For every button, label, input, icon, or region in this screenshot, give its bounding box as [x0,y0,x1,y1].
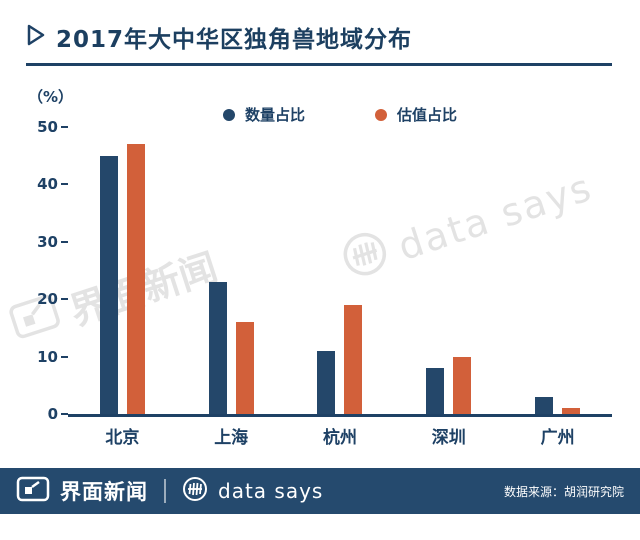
watermark-data-says: data says [336,159,599,291]
title-underline [26,63,612,66]
y-tick-mark [61,298,68,301]
category-label-广州: 广州 [540,428,575,448]
category-label-北京: 北京 [105,428,140,448]
footer-brand-jiemian: 界面新闻 [60,480,148,504]
y-tick-label: 50 [37,118,58,136]
plot-area: 50 40 30 20 10 0 北京 上海 杭州 深圳 广州 [37,118,612,448]
jiemian-logo-icon [16,476,50,506]
y-tick-mark [61,126,68,128]
legend-dot-quantity [222,108,235,121]
bar-数量占比-北京 [99,155,118,414]
y-tick-mark [61,183,68,186]
y-tick-mark [61,355,68,358]
footer-brand-data-says: data says [218,479,324,503]
category-label-上海: 上海 [214,428,249,448]
legend: 数量占比 估值占比 [68,104,612,125]
bar-数量占比-杭州 [317,350,336,414]
footer-bar: 界面新闻 data says 数据来源：胡润研究院 [0,468,640,514]
y-tick-label: 30 [37,232,58,251]
bar-数量占比-深圳 [426,368,445,414]
legend-item-valuation: 估值占比 [375,104,457,125]
bar-数量占比-广州 [535,396,554,414]
legend-label-quantity: 数量占比 [244,106,305,124]
y-axis-unit-label: （%） [28,88,74,106]
title-row: 2017年大中华区独角兽地域分布 [26,20,412,54]
y-tick-mark [61,240,68,243]
triangle-right-icon [26,23,46,51]
legend-label-valuation: 估值占比 [397,106,458,124]
bar-group-杭州: 杭州 [286,127,395,448]
bar-数量占比-上海 [208,281,227,414]
legend-dot-valuation [375,108,387,121]
bar-group-上海: 上海 [177,127,286,448]
bar-估值占比-杭州 [344,304,363,414]
y-tick-label: 10 [37,347,58,366]
jiemian-logo-icon [6,291,66,351]
legend-item-quantity: 数量占比 [222,104,305,125]
data-says-circle-icon [182,476,208,506]
y-tick-mark [61,413,68,415]
y-tick-label: 40 [37,175,58,194]
watermark-jiemian: 界面新闻 [5,237,224,355]
footer-brand-block: 界面新闻 data says [0,476,323,506]
bar-group-广州: 广州 [503,127,612,448]
bar-估值占比-深圳 [453,356,472,414]
footer-divider [164,479,166,503]
category-label-深圳: 深圳 [431,428,466,448]
data-source-text: 数据来源：胡润研究院 [503,484,624,499]
bar-group-北京: 北京 [68,127,177,448]
bar-group-深圳: 深圳 [394,127,503,448]
y-tick-label: 0 [47,405,58,423]
y-tick-label: 20 [37,290,58,309]
page-title: 2017年大中华区独角兽地域分布 [56,27,413,53]
bar-估值占比-北京 [126,144,145,414]
category-label-杭州: 杭州 [322,428,357,448]
bar-估值占比-广州 [562,408,581,414]
bar-估值占比-上海 [235,322,254,414]
data-says-circle-icon [336,225,397,292]
